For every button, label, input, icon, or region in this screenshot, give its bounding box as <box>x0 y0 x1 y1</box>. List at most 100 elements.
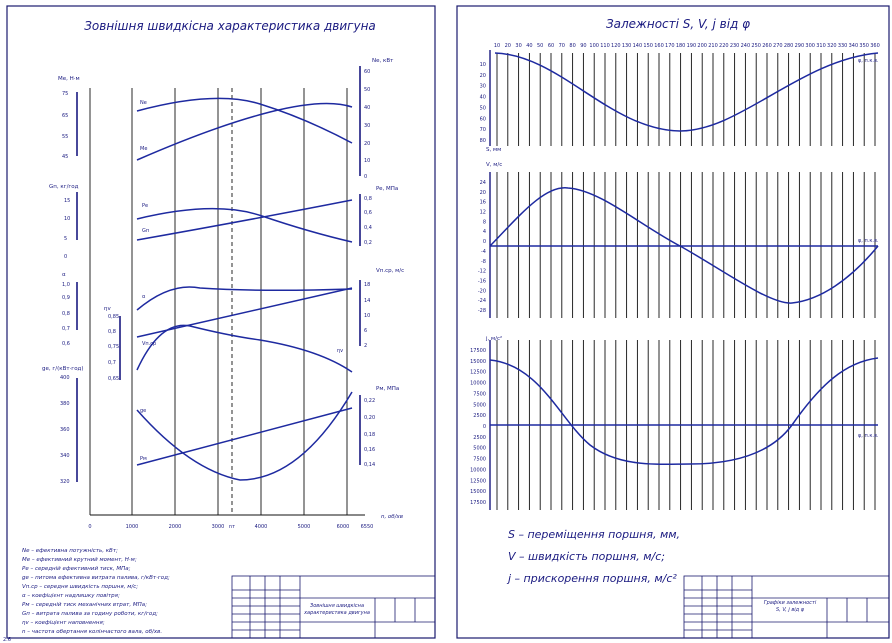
svg-text:n – частота обертання колінчас: n – частота обертання колінчастого вала,… <box>22 629 162 635</box>
axis-tick: 7500 <box>473 391 486 397</box>
right-stamp-title-2: S, V, j від φ <box>776 607 805 613</box>
svg-text:S – переміщення поршня, мм,: S – переміщення поршня, мм, <box>508 528 680 541</box>
svg-text:Nе: Nе <box>140 100 147 106</box>
phi-tick: 270 <box>773 43 783 49</box>
svg-text:360: 360 <box>60 427 70 433</box>
svg-text:Pе – середній ефективний тиск,: Pе – середній ефективний тиск, МПа; <box>22 566 131 572</box>
phi-tick: 80 <box>569 43 575 49</box>
axis-tick: 12 <box>480 210 486 216</box>
curve-me <box>136 97 353 144</box>
left-sheet-frame <box>6 5 436 639</box>
axis-tick: 10000 <box>470 467 486 473</box>
svg-text:0,65: 0,65 <box>108 376 119 382</box>
svg-text:Pe, МПа: Pe, МПа <box>376 186 398 192</box>
axis-tick: -28 <box>478 308 486 314</box>
axis-tick: 20 <box>480 190 486 196</box>
svg-text:Pм, МПа: Pм, МПа <box>376 386 399 392</box>
svg-text:S, мм: S, мм <box>486 147 501 153</box>
right-legend: S – переміщення поршня, мм, V – швидкіст… <box>506 528 680 585</box>
phi-tick: 240 <box>741 43 751 49</box>
left-title-block <box>231 575 436 639</box>
svg-text:0,20: 0,20 <box>364 415 375 421</box>
v-plot: V, м/с φ, п.к.в. 24 20 16 12 8 4 0 -4 -8 -12 -16 -2… <box>478 162 879 314</box>
right-stamp-title-1: Графіки залежності <box>764 600 817 606</box>
phi-tick: 230 <box>730 43 740 49</box>
phi-tick: 170 <box>665 43 675 49</box>
left-stamp-title-2: характеристика двигуна <box>303 610 370 616</box>
svg-text:14: 14 <box>364 298 370 304</box>
s-plot: S, мм φ, п.к.в. 10 20 30 40 50 60 70 80 <box>480 52 879 153</box>
axis-tick: 15000 <box>470 489 486 495</box>
phi-tick: 320 <box>827 43 837 49</box>
svg-text:340: 340 <box>60 453 70 459</box>
corner-mark: 2.6 <box>3 637 11 643</box>
svg-text:0,22: 0,22 <box>364 398 375 404</box>
svg-text:gе, г/(кВт·год): gе, г/(кВт·год) <box>42 366 84 372</box>
left-scale-labels: Mе, Н·м 75 65 55 45 Gп, кг/год 15 10 5 0… <box>42 76 119 485</box>
curve-ge <box>136 391 353 481</box>
svg-text:ηv – коефіцієнт наповнення;: ηv – коефіцієнт наповнення; <box>22 620 105 626</box>
left-curve-labels: Nе Mе Pе Gп α Vп.ср ηv Pм gе <box>140 100 343 462</box>
svg-text:3000: 3000 <box>212 524 225 530</box>
svg-text:75: 75 <box>62 91 68 97</box>
svg-text:65: 65 <box>62 113 68 119</box>
svg-text:40: 40 <box>364 105 370 111</box>
svg-text:Nе – ефективна потужність, кВт: Nе – ефективна потужність, кВт; <box>22 548 118 554</box>
curve-ne <box>136 102 353 161</box>
svg-text:gе: gе <box>140 408 146 414</box>
svg-text:ηv: ηv <box>337 348 343 354</box>
axis-tick: 2500 <box>473 413 486 419</box>
curve-s <box>494 52 879 132</box>
axis-tick: 50 <box>480 105 486 111</box>
phi-tick: 220 <box>719 43 729 49</box>
axis-tick: -4 <box>481 249 486 255</box>
axis-tick: 40 <box>480 95 486 101</box>
svg-text:gе – питома ефективна витрата: gе – питома ефективна витрата палива, г/… <box>22 575 170 581</box>
svg-text:j, м/с²: j, м/с² <box>485 335 502 342</box>
right-scale-labels: Nе, кВт 60 50 40 30 20 10 0 Pe, МПа 0,8 … <box>364 58 404 468</box>
left-chart-grid <box>89 88 365 516</box>
axis-tick: 80 <box>480 138 486 144</box>
right-sheet-frame <box>456 5 890 639</box>
curve-v <box>489 187 879 304</box>
svg-text:4000: 4000 <box>255 524 268 530</box>
left-stamp-title-1: Зовнішня швидкісна <box>310 603 364 609</box>
phi-tick: 60 <box>548 43 554 49</box>
axis-tick: 12500 <box>470 478 486 484</box>
svg-text:α: α <box>62 272 66 278</box>
left-sheet-title: Зовнішня швидкісна характеристика двигун… <box>84 19 376 33</box>
svg-text:Gп – витрата палива за годину: Gп – витрата палива за годину роботи, кг… <box>22 611 158 617</box>
phi-tick: 10 <box>494 43 500 49</box>
curve-etav <box>136 324 353 373</box>
svg-text:50: 50 <box>364 87 370 93</box>
left-legend: Nе – ефективна потужність, кВт; Mе – ефе… <box>22 548 170 635</box>
svg-text:0,8: 0,8 <box>364 196 372 202</box>
svg-text:6000: 6000 <box>337 524 350 530</box>
axis-tick: 60 <box>480 116 486 122</box>
svg-text:nт: nт <box>229 524 235 530</box>
phi-tick: 210 <box>708 43 718 49</box>
phi-tick: 310 <box>816 43 826 49</box>
svg-text:Vп.ср, м/с: Vп.ср, м/с <box>376 268 404 274</box>
phi-tick: 180 <box>676 43 686 49</box>
svg-text:0,75: 0,75 <box>108 344 119 350</box>
svg-text:Mе: Mе <box>140 146 147 152</box>
svg-text:Mе – ефективний крутний момент: Mе – ефективний крутний момент, Н·м; <box>22 557 137 563</box>
svg-text:2000: 2000 <box>169 524 182 530</box>
phi-tick: 260 <box>762 43 772 49</box>
axis-tick: 17500 <box>470 348 486 354</box>
svg-text:1000: 1000 <box>126 524 139 530</box>
right-title-block <box>683 575 890 639</box>
axis-tick: -16 <box>478 278 486 284</box>
svg-text:6550: 6550 <box>361 524 374 530</box>
curve-alpha <box>136 286 353 311</box>
curve-vp <box>136 287 353 338</box>
axis-tick: 8 <box>483 219 486 225</box>
svg-text:1,0: 1,0 <box>62 282 70 288</box>
svg-text:0,7: 0,7 <box>62 326 70 332</box>
phi-tick: 100 <box>589 43 599 49</box>
svg-text:Pм: Pм <box>140 456 147 462</box>
svg-text:φ, п.к.в.: φ, п.к.в. <box>858 433 879 439</box>
phi-tick: 50 <box>537 43 543 49</box>
